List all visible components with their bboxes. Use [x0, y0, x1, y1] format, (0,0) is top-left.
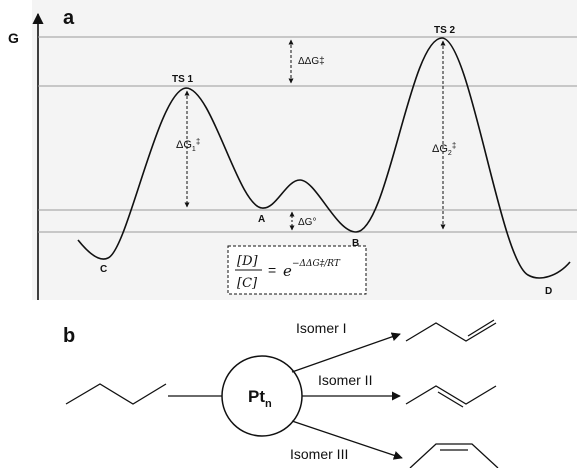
equation-box — [227, 245, 367, 295]
point-c-label: C — [100, 264, 107, 275]
isomer-1-molecule — [405, 319, 497, 342]
arrow-isomer-1 — [291, 332, 401, 373]
butane-molecule — [65, 383, 167, 405]
equation-base: e — [283, 262, 292, 280]
dg0-label: ΔG° — [298, 217, 316, 228]
ddg-label: ΔΔG‡ — [298, 56, 325, 67]
dg2-label: ΔG2‡ — [432, 141, 456, 157]
y-axis-label: G — [8, 30, 19, 46]
panel-a-letter: a — [63, 7, 75, 29]
point-b-label: B — [352, 238, 359, 249]
panel-a: a G TS 1 TS 2 A B C D ΔΔG‡ ΔG1‡ ΔG2‡ ΔG°… — [8, 0, 577, 300]
arrow-isomer-3 — [291, 420, 403, 460]
point-d-label: D — [545, 286, 552, 297]
ts1-label: TS 1 — [172, 74, 194, 85]
equation-exponent: −ΔΔG‡/RT — [292, 259, 341, 269]
catalyst-label: Ptn — [248, 387, 272, 410]
isomer-3-label: Isomer III — [290, 446, 348, 462]
isomer-2-molecule — [405, 385, 497, 408]
equation-equals: = — [268, 262, 276, 278]
isomer-1-label: Isomer I — [296, 320, 347, 336]
point-a-label: A — [258, 214, 265, 225]
isomer-2-label: Isomer II — [318, 372, 372, 388]
energy-curve — [77, 37, 571, 279]
panel-b-letter: b — [63, 325, 75, 347]
panel-b: b Ptn Isomer I Isomer II Isomer III — [63, 319, 499, 468]
equation-denominator: [C] — [237, 276, 258, 291]
dg1-label: ΔG1‡ — [176, 137, 200, 153]
ts2-label: TS 2 — [434, 25, 456, 36]
isomer-3-molecule — [409, 443, 499, 468]
equation-numerator: [D] — [237, 254, 258, 269]
